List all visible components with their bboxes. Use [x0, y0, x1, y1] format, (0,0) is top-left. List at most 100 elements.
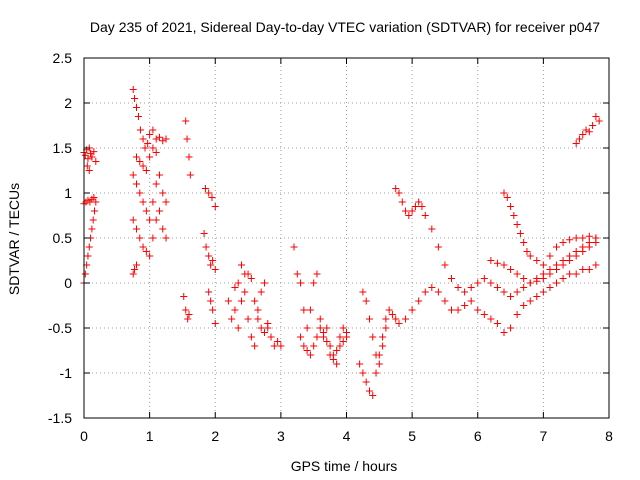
data-point: [421, 288, 429, 296]
series-t4b: [231, 261, 272, 336]
data-point: [513, 270, 521, 278]
series-t1d: [133, 144, 160, 174]
data-point: [526, 279, 534, 287]
data-point: [277, 342, 285, 350]
data-point: [136, 189, 144, 197]
data-point: [241, 288, 249, 296]
data-point: [382, 315, 390, 323]
x-tick-label: 5: [408, 428, 416, 444]
series-t7b: [392, 261, 600, 336]
data-point: [480, 311, 488, 318]
data-point: [133, 104, 140, 111]
data-point: [251, 342, 259, 350]
data-point: [595, 117, 603, 125]
data-point: [461, 302, 469, 309]
data-point: [144, 140, 152, 147]
data-point: [408, 207, 416, 215]
data-point: [300, 342, 308, 350]
data-point: [133, 225, 140, 233]
series-t2: [182, 117, 194, 179]
data-point: [507, 293, 515, 300]
y-tick-label: 1.5: [53, 140, 73, 156]
data-point: [159, 137, 167, 145]
y-tick-label: 2: [64, 95, 72, 111]
data-point: [362, 297, 370, 305]
data-point: [234, 324, 242, 332]
data-point: [238, 261, 245, 269]
series-t5b: [297, 324, 350, 363]
data-point: [320, 329, 328, 336]
data-point: [310, 342, 318, 350]
data-point: [260, 279, 268, 287]
data-point: [434, 243, 442, 251]
data-point: [572, 270, 580, 278]
data-point: [428, 225, 436, 233]
data-point: [254, 315, 262, 323]
x-tick-label: 1: [146, 428, 154, 444]
data-point: [402, 315, 410, 323]
data-point: [333, 347, 341, 354]
data-point: [183, 135, 191, 143]
data-point: [231, 306, 239, 314]
data-point: [238, 297, 245, 305]
data-point: [323, 338, 331, 345]
data-point: [139, 162, 147, 170]
data-point: [333, 360, 341, 368]
data-point: [136, 234, 144, 242]
data-point: [270, 342, 278, 350]
data-point: [185, 153, 193, 161]
data-point: [146, 252, 154, 260]
data-point: [441, 261, 449, 269]
data-point: [503, 194, 511, 201]
data-point: [572, 140, 580, 147]
data-point: [585, 128, 593, 136]
data-point: [589, 122, 597, 129]
data-point: [129, 86, 137, 93]
data-point: [244, 270, 252, 278]
data-point: [81, 270, 89, 278]
data-point: [493, 320, 501, 327]
data-point: [186, 171, 194, 179]
data-point: [231, 284, 239, 291]
data-point: [149, 234, 157, 242]
series-t3b: [200, 230, 219, 273]
data-point: [533, 257, 541, 264]
data-point: [81, 151, 89, 159]
chart-title: Day 235 of 2021, Sidereal Day-to-day VTE…: [90, 19, 600, 35]
data-point: [85, 243, 93, 251]
data-point: [395, 189, 403, 197]
series-t6b: [359, 288, 390, 368]
x-axis-label: GPS time / hours: [291, 458, 398, 474]
data-point: [402, 207, 410, 215]
data-point: [566, 270, 574, 278]
data-point: [461, 288, 469, 296]
data-point: [159, 189, 167, 197]
data-point: [129, 216, 137, 224]
data-point: [585, 266, 593, 273]
data-point: [507, 324, 515, 332]
data-point: [418, 203, 426, 210]
data-point: [487, 257, 495, 264]
data-point: [520, 275, 528, 282]
series-t1c: [129, 207, 170, 260]
data-point: [500, 329, 508, 336]
grid-lines: [84, 58, 609, 418]
data-point: [267, 333, 275, 341]
data-point: [474, 306, 482, 314]
data-point: [510, 212, 518, 219]
data-point: [448, 306, 455, 314]
data-point: [513, 311, 521, 318]
series-t4: [224, 270, 285, 350]
data-point: [408, 306, 416, 314]
data-point: [585, 232, 593, 240]
series-t2b: [180, 293, 193, 323]
data-point: [152, 135, 160, 143]
data-point: [388, 311, 396, 318]
data-point: [152, 216, 160, 224]
x-tick-label: 2: [211, 428, 219, 444]
data-point: [303, 324, 311, 332]
data-point: [428, 284, 436, 291]
data-point: [362, 378, 370, 386]
data-point: [208, 194, 216, 201]
data-point: [326, 351, 334, 359]
